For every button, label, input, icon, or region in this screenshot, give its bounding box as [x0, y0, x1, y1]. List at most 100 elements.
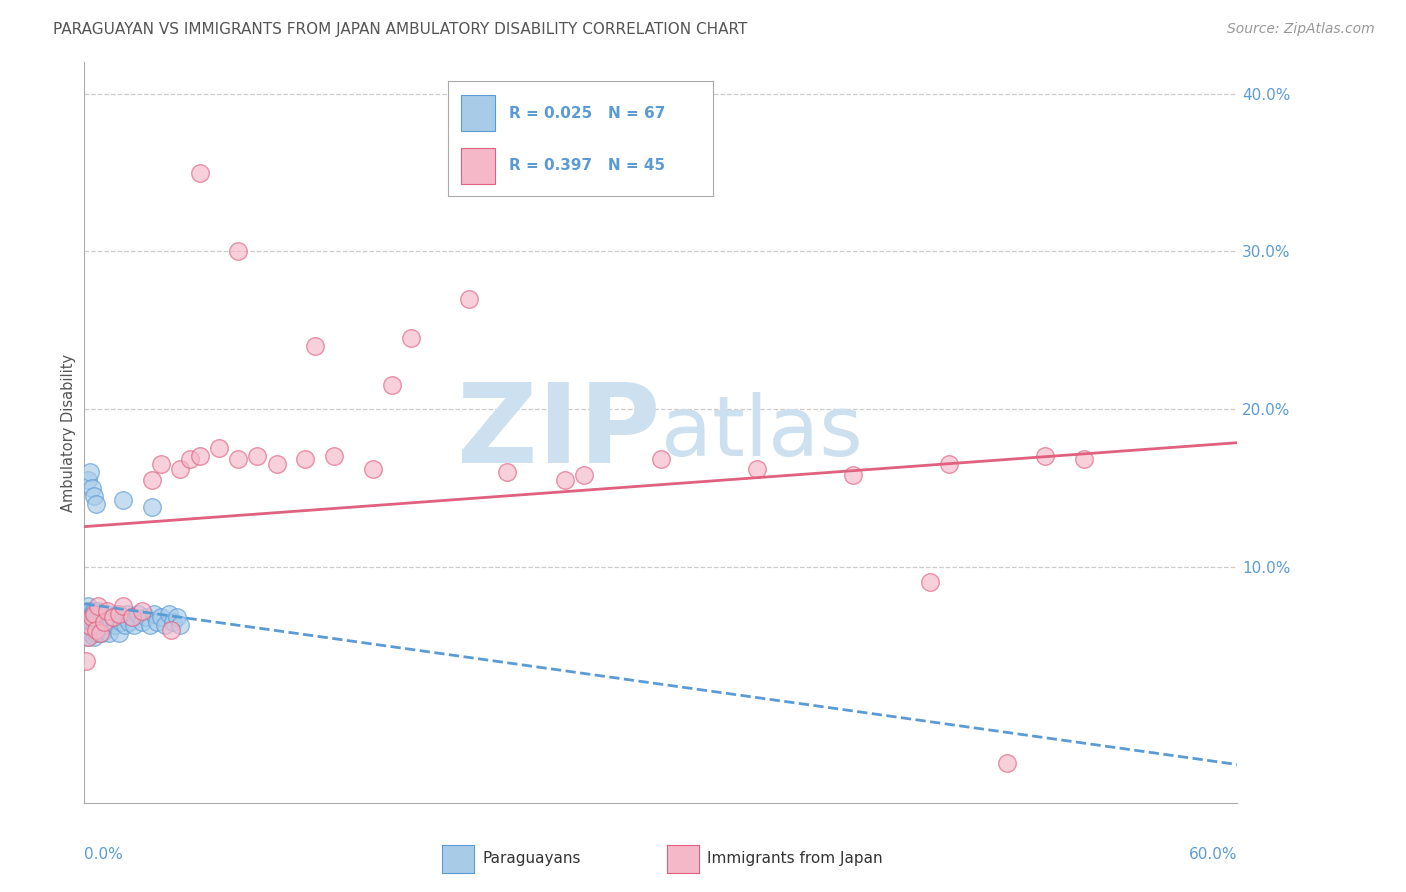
Text: PARAGUAYAN VS IMMIGRANTS FROM JAPAN AMBULATORY DISABILITY CORRELATION CHART: PARAGUAYAN VS IMMIGRANTS FROM JAPAN AMBU…: [53, 22, 748, 37]
Point: [80, 615, 103, 629]
Point: [745, 462, 768, 476]
Point: [323, 449, 346, 463]
Point: [111, 493, 134, 508]
Point: [103, 610, 124, 624]
Point: [84, 615, 107, 629]
Point: [1073, 452, 1095, 467]
Point: [79, 619, 101, 633]
Point: [246, 449, 269, 463]
Point: [84, 625, 107, 640]
Point: [89, 615, 111, 629]
Point: [80, 481, 103, 495]
Point: [79, 615, 101, 629]
Point: [188, 166, 211, 180]
Point: [83, 489, 105, 503]
Point: [75, 615, 97, 629]
Point: [79, 625, 101, 640]
Point: [166, 610, 188, 624]
Point: [80, 627, 103, 641]
Point: [114, 617, 136, 632]
Point: [111, 610, 134, 624]
Point: [150, 610, 173, 624]
Point: [77, 610, 100, 624]
Text: Immigrants from Japan: Immigrants from Japan: [707, 851, 883, 866]
Point: [496, 465, 519, 479]
Point: [153, 617, 176, 632]
Point: [96, 607, 118, 621]
Point: [94, 617, 117, 632]
Point: [93, 615, 115, 629]
Y-axis label: Ambulatory Disability: Ambulatory Disability: [60, 353, 76, 512]
Point: [117, 615, 139, 629]
Point: [650, 452, 672, 467]
Point: [83, 604, 105, 618]
Point: [84, 496, 107, 510]
Point: [77, 599, 100, 613]
Point: [103, 610, 124, 624]
Text: 60.0%: 60.0%: [1189, 847, 1237, 863]
Text: Paraguayans: Paraguayans: [482, 851, 581, 866]
Point: [100, 615, 122, 629]
Point: [89, 625, 111, 640]
Point: [93, 610, 115, 624]
Point: [150, 457, 173, 471]
Text: ZIP: ZIP: [457, 379, 661, 486]
Point: [77, 631, 100, 645]
Point: [79, 465, 101, 479]
Point: [131, 615, 153, 629]
Point: [83, 610, 105, 624]
Point: [89, 623, 111, 637]
Point: [995, 756, 1018, 771]
Point: [294, 452, 316, 467]
Point: [111, 599, 134, 613]
Point: [87, 610, 110, 624]
Point: [75, 623, 97, 637]
Point: [79, 607, 101, 621]
Point: [304, 339, 326, 353]
Point: [93, 615, 115, 629]
Point: [115, 607, 138, 621]
Point: [98, 625, 121, 640]
Point: [75, 654, 97, 668]
Point: [1033, 449, 1056, 463]
Point: [121, 610, 143, 624]
Point: [169, 617, 191, 632]
Text: 0.0%: 0.0%: [84, 847, 124, 863]
Text: atlas: atlas: [661, 392, 862, 473]
Point: [169, 462, 191, 476]
Point: [80, 607, 103, 621]
Point: [87, 599, 110, 613]
Point: [146, 615, 169, 629]
Point: [142, 607, 165, 621]
Point: [108, 607, 131, 621]
Point: [77, 473, 100, 487]
Point: [572, 468, 595, 483]
Point: [381, 378, 404, 392]
Point: [83, 607, 105, 621]
Point: [80, 610, 103, 624]
Point: [157, 607, 180, 621]
Point: [84, 623, 107, 637]
Point: [179, 452, 201, 467]
Point: [399, 331, 422, 345]
Point: [87, 617, 110, 632]
Point: [457, 292, 479, 306]
Point: [160, 623, 183, 637]
Point: [188, 449, 211, 463]
Point: [938, 457, 960, 471]
Point: [226, 244, 249, 259]
Point: [79, 610, 101, 624]
Point: [83, 623, 105, 637]
Point: [135, 610, 157, 624]
Point: [131, 604, 153, 618]
Point: [105, 607, 128, 621]
Point: [84, 607, 107, 621]
Point: [79, 604, 101, 618]
Point: [141, 500, 163, 514]
Point: [104, 617, 127, 632]
Point: [90, 625, 112, 640]
Point: [83, 631, 105, 645]
Point: [75, 604, 97, 618]
Point: [842, 468, 865, 483]
Point: [79, 623, 101, 637]
